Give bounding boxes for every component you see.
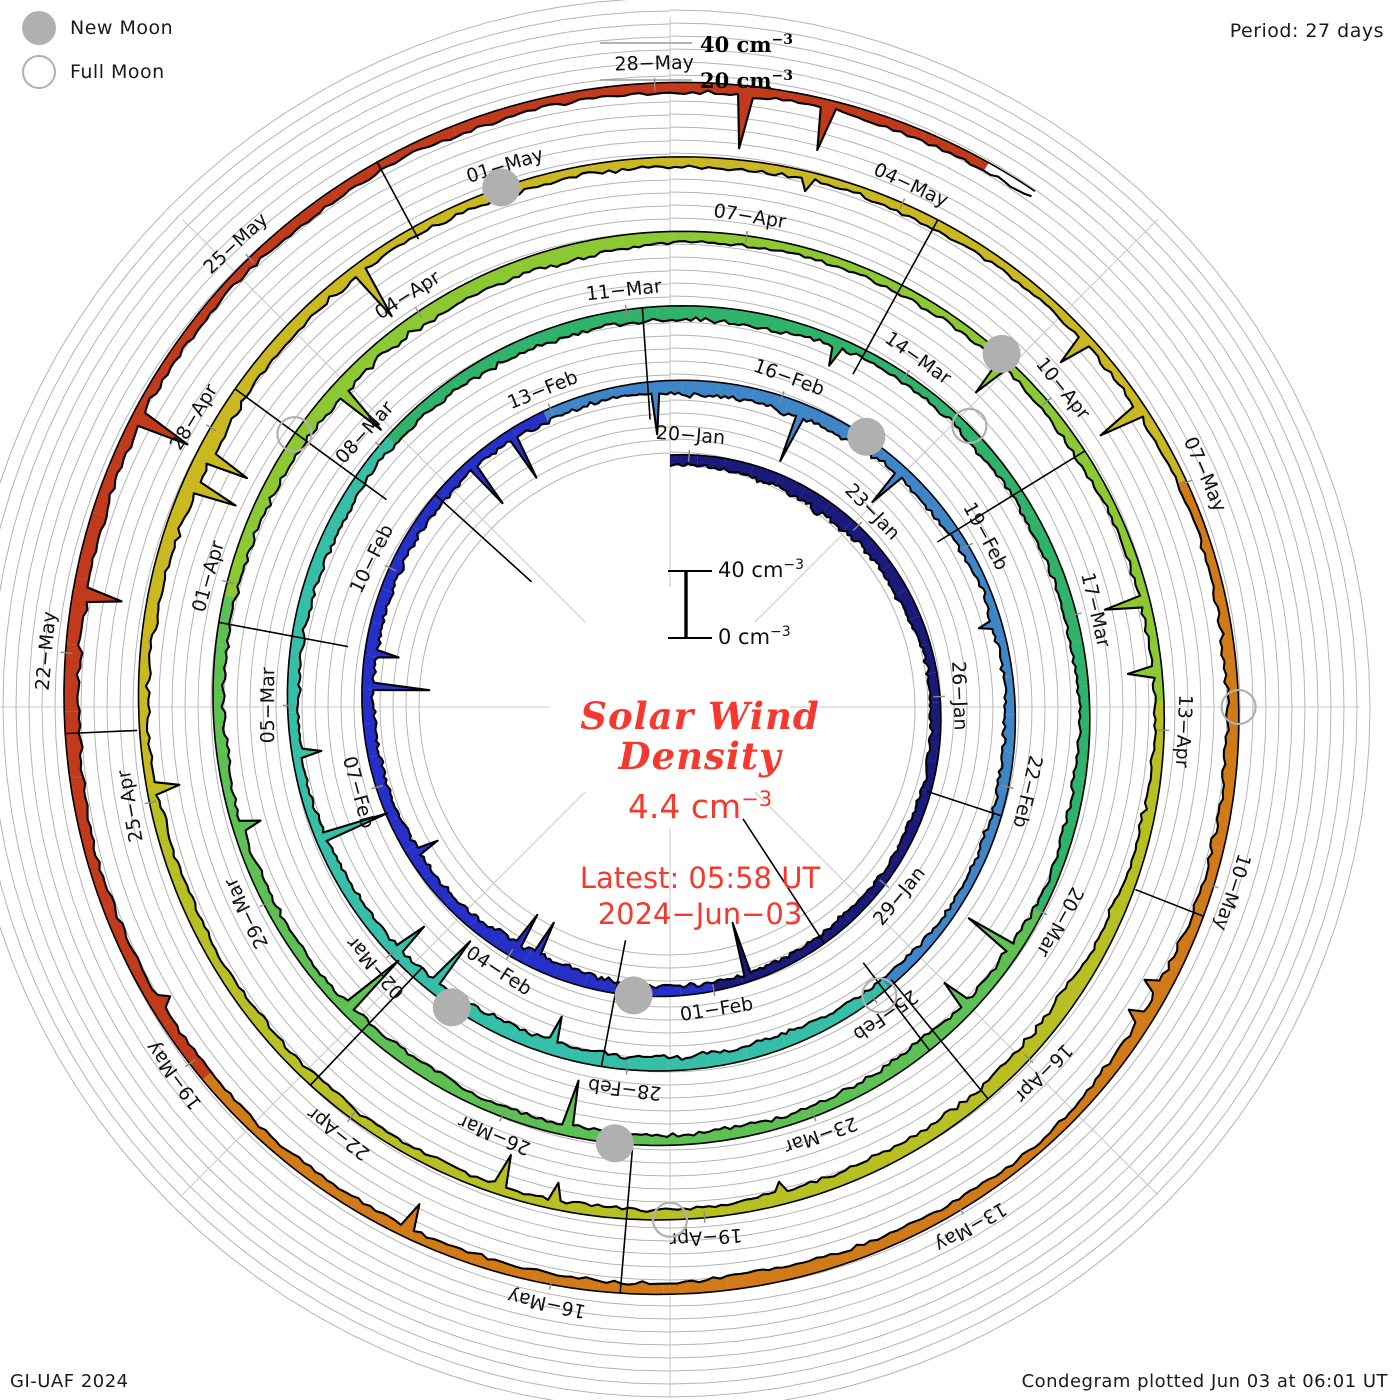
date-label: 22−Apr (303, 1102, 374, 1164)
full-moon-marker (276, 416, 313, 453)
new-moon-marker (982, 334, 1021, 373)
period-label: Period: 27 days (1229, 20, 1384, 42)
new-moon-icon (22, 11, 56, 45)
date-label: 14−Mar (881, 327, 956, 389)
date-label: 19−Apr (669, 1224, 743, 1251)
spike-needles (65, 161, 1204, 1294)
legend-label-full-moon: Full Moon (70, 61, 165, 83)
full-moon-icon (22, 55, 56, 89)
date-label: 08−Mar (331, 397, 398, 468)
new-moon-marker (482, 168, 521, 207)
density-trace (75, 89, 1231, 1286)
date-label: 25−Feb (849, 985, 922, 1045)
date-label: 05−Mar (257, 667, 279, 743)
date-label: 29−Jan (869, 862, 930, 930)
baseline-spiral (63, 81, 1240, 1296)
date-label: 13−Apr (1171, 694, 1196, 768)
date-label: 16−May (505, 1285, 587, 1323)
density-series (63, 81, 1240, 1296)
moon-markers (276, 168, 1257, 1238)
date-label: 11−Mar (585, 275, 663, 305)
date-label: 25−May (199, 208, 272, 278)
date-label: 01−Feb (678, 993, 754, 1026)
date-label: 02−Mar (342, 932, 409, 1004)
date-label: 20−Jan (655, 422, 726, 449)
new-moon-marker (432, 988, 471, 1027)
legend-item-full-moon: Full Moon (22, 50, 342, 94)
axis-leaders (600, 42, 692, 81)
date-label: 28−Feb (587, 1074, 663, 1105)
axis-tick-40: 40 cm−3 (700, 32, 794, 57)
credit-label: GI-UAF 2024 (10, 1371, 129, 1392)
plotted-timestamp: Condegram plotted Jun 03 at 06:01 UT (1021, 1371, 1388, 1392)
legend-item-new-moon: New Moon (22, 6, 342, 50)
full-moon-marker (861, 977, 898, 1014)
center-scalebar (668, 570, 712, 639)
date-label: 28−May (614, 52, 694, 76)
date-label: 22−May (32, 610, 61, 691)
full-moon-marker (1220, 688, 1257, 726)
new-moon-marker (614, 976, 653, 1015)
full-moon-marker (651, 1201, 689, 1238)
legend-label-new-moon: New Moon (70, 17, 174, 39)
date-label: 07−Apr (712, 200, 788, 233)
new-moon-marker (847, 417, 886, 456)
moon-legend: New Moon Full Moon (22, 6, 342, 94)
date-label: 26−Jan (947, 661, 972, 731)
date-label: 13−May (931, 1197, 1011, 1256)
new-moon-marker (595, 1124, 634, 1163)
full-moon-marker (951, 407, 988, 444)
axis-tick-20: 20 cm−3 (700, 68, 794, 93)
